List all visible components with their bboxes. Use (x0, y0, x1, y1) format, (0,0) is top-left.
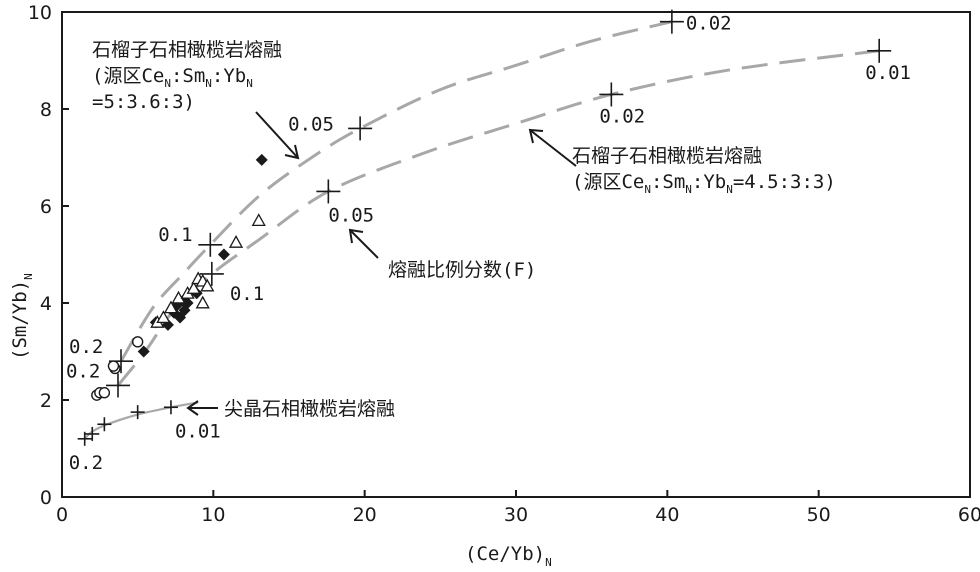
axes: 0 10 20 30 40 50 60 0 2 4 6 8 10 (28, 2, 980, 526)
fraction-label: 0.2 (69, 452, 103, 474)
annotation-arrows (186, 111, 577, 416)
y-axis-title: (Sm/Yb)N (9, 273, 35, 360)
annotation-melt-fraction: 熔融比例分数(F) (388, 259, 536, 281)
y-tick-label: 10 (28, 2, 52, 24)
y-tick-label: 0 (40, 487, 52, 509)
sample-open-triangle (195, 295, 210, 309)
annotation-upper-src-a: (源区Ce (92, 65, 164, 87)
annotation-upper-sub-3: N (246, 77, 253, 90)
annotation-lower-sub-2: N (685, 183, 692, 196)
sample-open-triangle (251, 213, 266, 227)
sample-open-triangle (186, 281, 201, 294)
x-tick-label: 10 (201, 504, 225, 526)
sample-open-triangle (228, 235, 244, 248)
x-axis-title: (Ce/Yb)N (465, 543, 552, 569)
x-tick-label: 0 (56, 504, 68, 526)
arrow-upper-head (284, 144, 300, 160)
annotation-upper-src-b: :Sm (171, 65, 205, 87)
annotation-upper-sub-1: N (164, 77, 171, 90)
x-tick-label: 40 (655, 504, 679, 526)
fraction-label: 0.2 (69, 336, 103, 358)
arrow-fraction-head (348, 228, 364, 244)
annotation-upper-ratio: =5:3.6:3) (92, 91, 195, 113)
annotation-spinel-melting: 尖晶石相橄榄岩熔融 (224, 398, 395, 420)
arrow-upper (255, 111, 299, 159)
fraction-label: 0.05 (288, 113, 334, 135)
y-axis-title-main: (Sm/Yb) (9, 280, 31, 360)
annotation-lower-sub-1: N (644, 183, 651, 196)
arrow-fraction (349, 229, 379, 259)
x-tick-label: 20 (353, 504, 377, 526)
melting-curve-2 (119, 20, 673, 362)
annotation-upper-title: 石榴子石相橄榄岩熔融 (92, 39, 282, 61)
annotation-lower-source: (源区CeN:SmN:YbN=4.5:3:3) (572, 171, 836, 196)
fraction-label: 0.02 (599, 105, 645, 127)
sample-filled-diamond (137, 345, 150, 358)
y-tick-label: 4 (40, 293, 52, 315)
annotation-lower-src-a: (源区Ce (572, 171, 644, 193)
arrow-lower (529, 129, 577, 167)
fraction-label: 0.02 (686, 13, 732, 35)
fraction-label: 0.01 (175, 420, 221, 442)
annotation-lower-src-d: =4.5:3:3) (733, 171, 836, 193)
melting-curve-1 (116, 49, 880, 387)
y-tick-label: 6 (40, 196, 52, 218)
annotation-upper-src-c: :Yb (212, 65, 246, 87)
x-axis-title-main: (Ce/Yb) (465, 543, 545, 565)
sample-filled-diamond (217, 248, 230, 261)
arrow-spinel-head (186, 400, 199, 416)
x-tick-label: 50 (807, 504, 831, 526)
y-axis-title-sub: N (22, 273, 35, 280)
arrow-lower-head (528, 128, 544, 144)
sample-open-circle (98, 387, 111, 399)
y-tick-label: 2 (40, 390, 52, 412)
sample-open-circle (107, 360, 120, 372)
fraction-markers: 0.2 0.1 0.05 0.02 0.01 0.2 0.1 0.05 0.02 0.2 0.01 (66, 9, 911, 474)
y-tick-label: 8 (40, 99, 52, 121)
x-tick-label: 60 (958, 504, 980, 526)
fraction-label: 0.01 (865, 62, 911, 84)
sample-points (91, 153, 268, 401)
annotation-upper-sub-2: N (205, 77, 212, 90)
sample-open-circle (131, 336, 144, 348)
sample-filled-diamond (255, 153, 268, 166)
annotation-upper-source: (源区CeN:SmN:YbN (92, 65, 253, 90)
sample-open-triangle (156, 310, 171, 324)
fraction-label: 0.1 (158, 224, 192, 246)
annotation-lower-title: 石榴子石相橄榄岩熔融 (572, 145, 762, 167)
fraction-label: 0.2 (66, 360, 100, 382)
annotation-lower-sub-3: N (726, 183, 733, 196)
fraction-label: 0.05 (328, 204, 374, 226)
fraction-label: 0.1 (230, 283, 264, 305)
sample-open-triangle (200, 278, 215, 292)
x-axis-title-sub: N (545, 556, 552, 569)
annotation-lower-src-b: :Sm (651, 171, 685, 193)
sample-open-triangle (163, 300, 179, 314)
annotation-lower-src-c: :Yb (692, 171, 726, 193)
x-tick-label: 30 (504, 504, 528, 526)
